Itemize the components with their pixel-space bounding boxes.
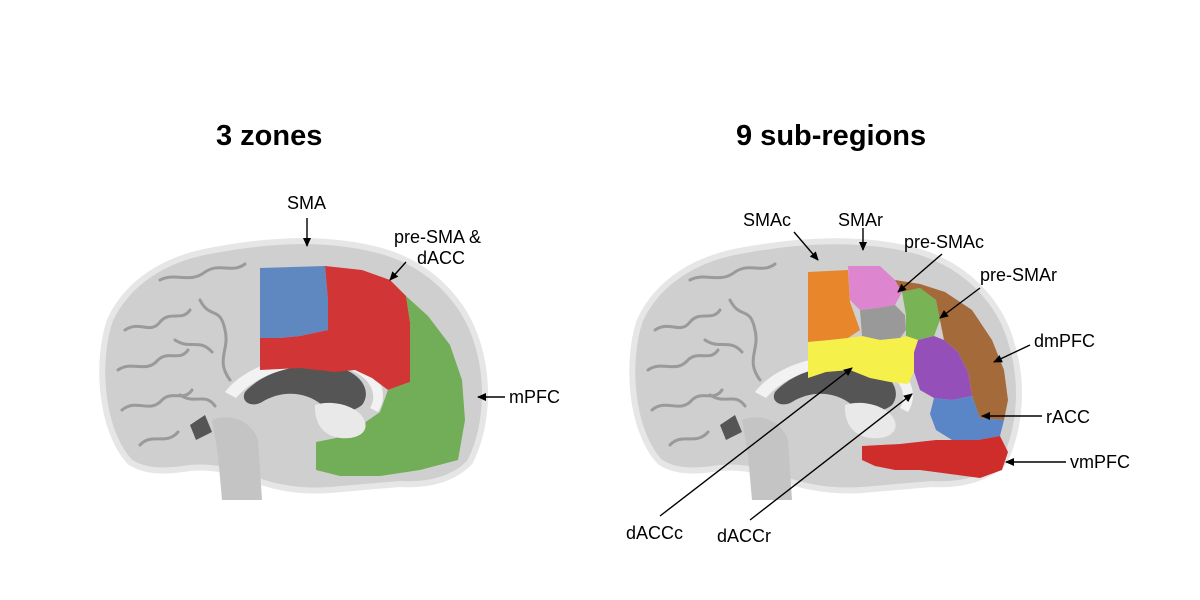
region-vmpfc (862, 436, 1008, 478)
panel-title-3-zones: 3 zones (216, 120, 323, 152)
arrow-smac (793, 231, 819, 261)
arrow-pre-sma-dacc (389, 261, 407, 281)
label-pre-smar: pre-SMAr (980, 265, 1058, 285)
region-pre-smac (860, 305, 906, 340)
brain-slice-3-zones (99, 238, 488, 500)
arrow-pre-smar (939, 287, 981, 319)
label-sma: SMA (287, 193, 327, 213)
label-dacc-r: dACCr (717, 526, 772, 546)
region-racc (930, 396, 1004, 440)
region-dmpfc (895, 280, 1008, 420)
callosum-overlay (314, 402, 366, 439)
arrow-dacc-r (749, 393, 913, 521)
label-pre-smac: pre-SMAc (904, 232, 985, 252)
label-mpfc: mPFC (509, 387, 560, 407)
ventricle (243, 365, 366, 412)
label-pre-sma-line2: dACC (417, 248, 466, 268)
region-sma (260, 266, 328, 338)
region-smar (848, 266, 902, 310)
panel-title-9-subregions: 9 sub-regions (736, 120, 927, 152)
label-vmpfc: vmPFC (1070, 452, 1130, 472)
label-smac: SMAc (743, 210, 792, 230)
region-pre-smar (902, 288, 940, 340)
label-dmpfc: dmPFC (1034, 331, 1096, 351)
region-smac (808, 270, 860, 342)
callosum-overlay (844, 402, 896, 439)
annotation-arrows (303, 218, 1066, 521)
cerebellum-sulcus (190, 415, 212, 440)
label-dacc-c: dACCc (626, 523, 684, 543)
region-dacc-r (914, 336, 972, 400)
label-racc: rACC (1046, 407, 1090, 427)
brainstem (212, 417, 262, 500)
arrow-dacc-c (659, 367, 853, 517)
region-dacc-c (808, 336, 918, 384)
region-pre-sma-dacc (260, 266, 410, 390)
corpus-callosum (755, 355, 913, 412)
ventricle (773, 365, 896, 412)
cerebellum-sulcus (720, 415, 742, 440)
brain-slice-9-subregions (629, 238, 1022, 500)
arrow-pre-smac (897, 253, 943, 293)
label-smar: SMAr (838, 210, 883, 230)
brainstem (742, 417, 792, 500)
arrow-dmpfc (993, 344, 1031, 363)
gyri-texture (116, 262, 247, 447)
label-pre-sma-line1: pre-SMA & (394, 227, 482, 247)
gyri-texture (646, 262, 777, 447)
